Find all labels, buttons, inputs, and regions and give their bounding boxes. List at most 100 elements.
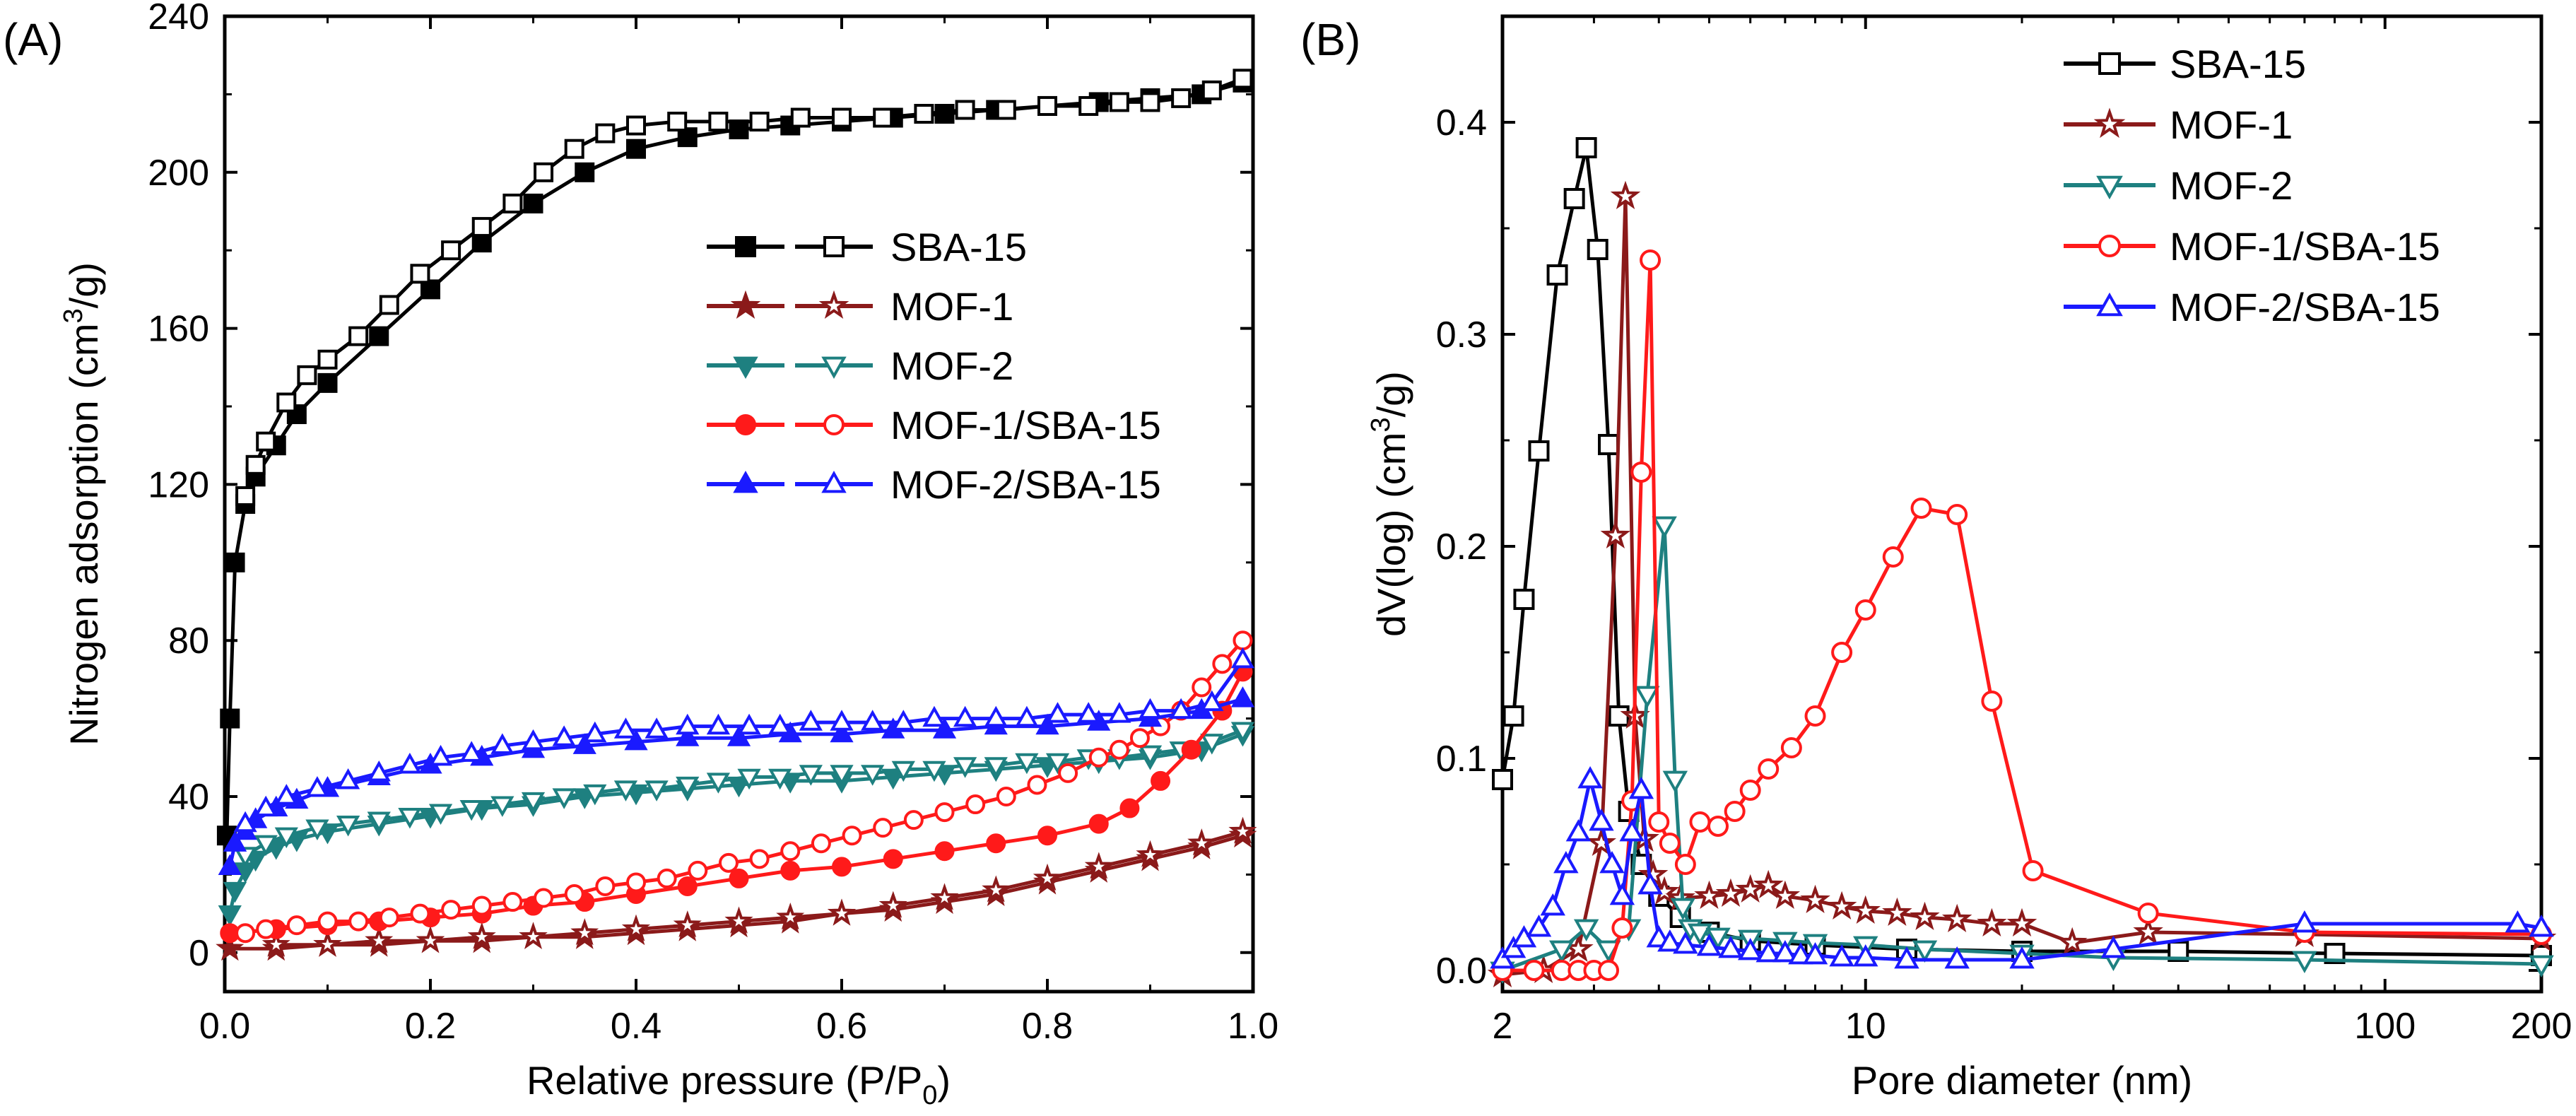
desorption-point — [416, 926, 445, 953]
desorption-point — [379, 295, 399, 315]
desorption-point — [873, 107, 893, 128]
data-point — [1511, 924, 1537, 948]
desorption-point — [1200, 734, 1224, 755]
legend-marker-open — [818, 290, 849, 319]
series-line — [1502, 258, 2542, 973]
desorption-point — [790, 107, 811, 128]
desorption-point — [564, 884, 584, 904]
desorption-point — [861, 765, 885, 786]
adsorption-point — [677, 127, 698, 148]
legend-marker-open — [823, 414, 845, 435]
y-tick-label: 0.3 — [1436, 315, 1487, 356]
desorption-point — [984, 757, 1008, 778]
desorption-point — [274, 827, 298, 849]
series-mof-2-sba-15 — [218, 647, 1255, 875]
panel-b-axes: 2 10 100 200 0.0 0.1 0.2 0.3 0.4 — [1436, 16, 2572, 1047]
adsorption-point — [932, 717, 957, 739]
data-point — [1739, 780, 1761, 801]
desorption-point — [1228, 816, 1257, 844]
desorption-point — [984, 705, 1008, 727]
panel-b-label: (B) — [1300, 14, 1360, 65]
desorption-point — [799, 710, 823, 731]
data-point — [1637, 871, 1663, 895]
panel-b-plot-frame — [1500, 14, 2543, 994]
data-point — [2529, 955, 2554, 978]
adsorption-point — [220, 708, 240, 729]
desorption-point — [286, 915, 307, 936]
data-point — [1853, 944, 1878, 967]
x-tick-label: 0.8 — [1022, 1006, 1073, 1047]
data-point — [1563, 188, 1585, 209]
data-point — [2100, 935, 2127, 958]
data-point — [1882, 897, 1912, 927]
desorption-point — [583, 784, 607, 806]
data-point — [1589, 808, 1614, 831]
desorption-point — [348, 326, 369, 346]
desorption-point — [471, 895, 492, 916]
data-point — [1758, 758, 1780, 780]
data-point — [1490, 946, 1515, 969]
data-point — [1780, 737, 1802, 758]
adsorption-point — [1181, 739, 1201, 760]
desorption-point — [708, 112, 729, 132]
legend-marker-filled — [730, 290, 761, 319]
adsorption-point — [986, 833, 1006, 854]
desorption-point — [1171, 88, 1192, 108]
desorption-point — [1192, 677, 1212, 698]
desorption-point — [1058, 763, 1078, 783]
desorption-point — [313, 929, 342, 957]
desorption-point — [934, 802, 955, 823]
legend-label: SBA-15 — [2170, 42, 2306, 86]
adsorption-point — [832, 857, 852, 877]
desorption-point — [1233, 69, 1253, 89]
data-point — [1611, 917, 1633, 939]
data-point — [1826, 891, 1857, 920]
data-point — [1882, 546, 1904, 568]
x-tick-label: 10 — [1845, 1006, 1886, 1047]
desorption-point — [441, 900, 461, 920]
adsorption-point — [286, 404, 307, 425]
data-point — [1659, 833, 1681, 854]
legend-label: MOF-1 — [2170, 102, 2293, 147]
adsorption-point — [223, 830, 247, 852]
adsorption-point — [934, 841, 955, 862]
data-point — [1523, 960, 1545, 981]
adsorption-point — [1037, 826, 1057, 846]
panel-b-x-axis-title: Pore diameter (nm) — [1852, 1058, 2192, 1103]
adsorption-point — [624, 729, 648, 751]
desorption-point — [317, 349, 338, 370]
desorption-point — [626, 872, 646, 893]
adsorption-point — [677, 876, 698, 896]
adsorption-point — [676, 725, 700, 746]
legend-marker — [2093, 107, 2126, 139]
data-point — [1850, 895, 1881, 924]
y-tick-label: 240 — [148, 0, 209, 37]
desorption-point — [235, 923, 256, 944]
adsorption-point — [369, 326, 389, 346]
data-point — [1753, 869, 1784, 899]
desorption-point — [811, 833, 831, 854]
desorption-point — [1033, 863, 1062, 891]
data-point — [1802, 941, 1828, 965]
desorption-point — [768, 713, 792, 735]
data-point — [2505, 910, 2531, 933]
desorption-point — [955, 100, 975, 120]
x-tick-label: 0.0 — [199, 1006, 250, 1047]
legend-marker-open — [821, 356, 847, 380]
desorption-point — [317, 911, 338, 932]
desorption-point — [873, 818, 893, 838]
data-point — [1598, 960, 1620, 981]
data-point — [1528, 440, 1550, 462]
desorption-point — [830, 765, 854, 786]
desorption-point — [1138, 745, 1163, 767]
data-point — [1715, 878, 1746, 907]
desorption-point — [1129, 728, 1150, 748]
desorption-line — [244, 659, 1245, 826]
desorption-point — [676, 713, 700, 735]
legend-item-mof-2-sba-15: MOF-2/SBA-15 — [2064, 285, 2440, 329]
desorption-point — [1200, 690, 1224, 712]
desorption-point — [903, 810, 924, 830]
data-point — [1804, 705, 1826, 727]
y-tick-label: 80 — [168, 621, 209, 662]
adsorption-point — [420, 279, 440, 300]
